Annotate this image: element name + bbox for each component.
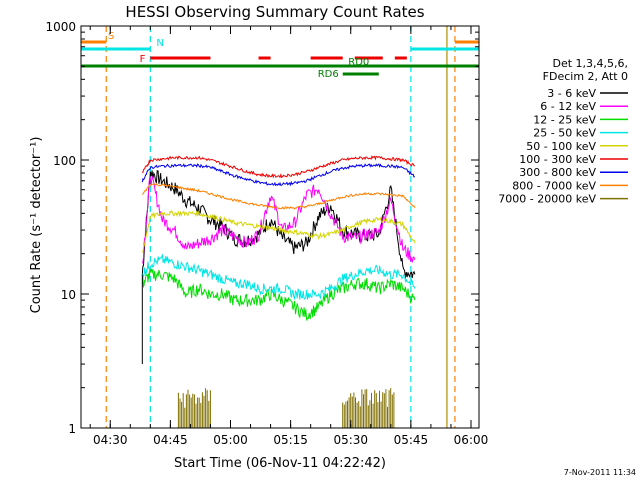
x-tick-label-4: 05:30 [333, 433, 368, 447]
series-line-6 [141, 163, 416, 187]
status-bar-label-rd6: RD6 [318, 69, 339, 80]
legend-label-8: 7000 - 20000 keV [498, 193, 596, 206]
y-axis-label: Count Rate (s⁻¹ detector⁻¹) [29, 137, 44, 314]
legend-label-4: 50 - 100 keV [526, 140, 596, 153]
legend-header-line2: FDecim 2, Att 0 [543, 70, 628, 83]
x-tick-label-2: 05:00 [213, 433, 248, 447]
footer-date: 7-Nov-2011 11:34 [564, 468, 636, 477]
status-bar-label-s: S [108, 31, 114, 42]
x-tick-label-5: 05:45 [394, 433, 429, 447]
plot-frame [80, 25, 480, 429]
axes: 04:30 04:45 05:00 05:15 05:30 05:45 06:00 1 10 10… [45, 20, 488, 447]
vertical-markers [105, 26, 456, 428]
series-lines [141, 155, 416, 365]
status-bar-label-rd0: RD0 [348, 57, 369, 68]
x-tick-label-1: 04:45 [153, 433, 188, 447]
legend-label-5: 100 - 300 keV [519, 153, 596, 166]
x-tick-label-6: 06:00 [454, 433, 489, 447]
x-tick-label-3: 05:15 [273, 433, 308, 447]
series-line-3 [141, 253, 416, 301]
legend-label-1: 6 - 12 keV [540, 100, 596, 113]
legend-label-6: 300 - 800 keV [519, 166, 596, 179]
x-axis-label: Start Time (06-Nov-11 04:22:42) [174, 456, 386, 471]
series-line-7 [141, 182, 416, 210]
high-energy-spikes [177, 388, 395, 428]
series-line-5 [141, 155, 416, 179]
y-tick-label-0: 1 [68, 422, 76, 436]
legend-header-line1: Det 1,3,4,5,6, [552, 57, 628, 70]
y-tick-label-2: 100 [53, 154, 76, 168]
series-line-4 [141, 210, 416, 253]
legend-label-0: 3 - 6 keV [547, 87, 596, 100]
legend-label-3: 25 - 50 keV [533, 127, 596, 140]
chart-title: HESSI Observing Summary Count Rates [125, 3, 424, 21]
status-bar-label-n: N [156, 38, 163, 49]
y-tick-label-3: 1000 [45, 20, 76, 34]
y-tick-label-1: 10 [61, 288, 76, 302]
status-bar-label-f: F [140, 54, 146, 65]
legend-label-7: 800 - 7000 keV [512, 179, 596, 192]
status-bars: S NF RD0 RD6 [81, 31, 479, 80]
legend-label-2: 12 - 25 keV [533, 113, 596, 126]
x-tick-label-0: 04:30 [93, 433, 128, 447]
series-line-1 [141, 175, 416, 264]
series-line-2 [141, 268, 416, 321]
